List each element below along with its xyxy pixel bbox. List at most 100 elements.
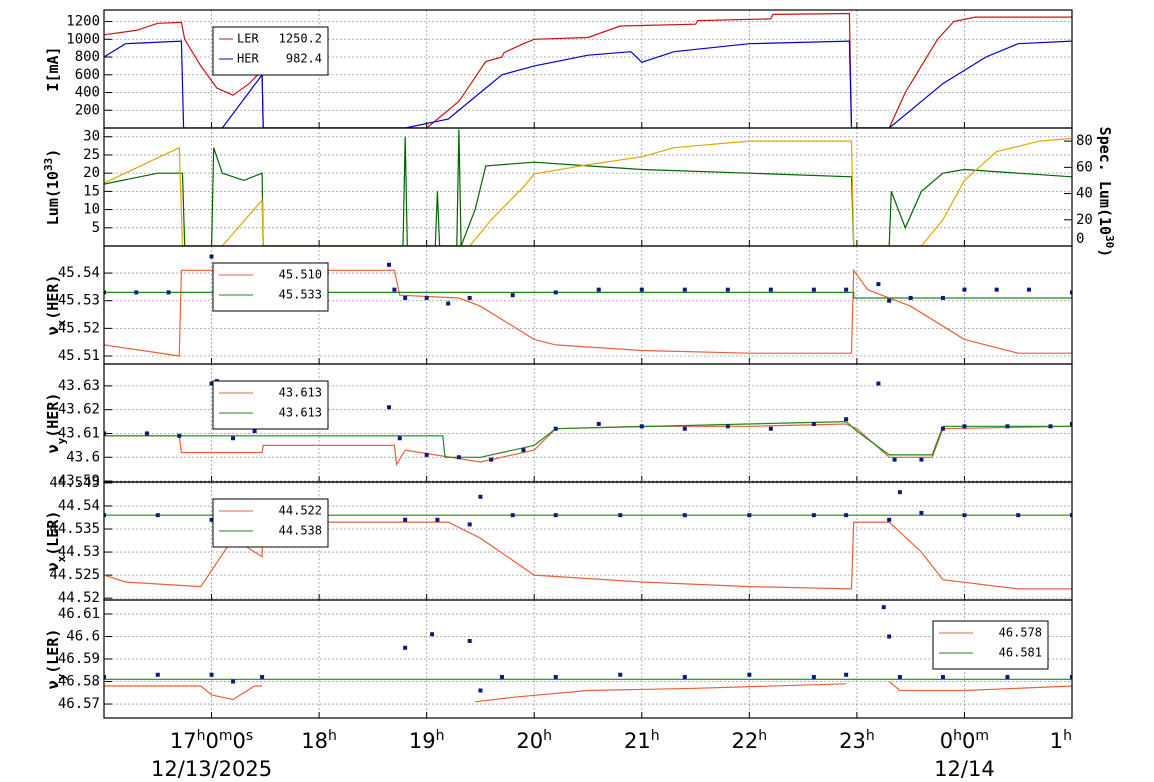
label-part: (LER) [44,629,62,674]
tick-label-part: 18 [301,729,328,753]
legend-value: 1250.2 [279,32,322,46]
y-tick-label: 43.63 [58,378,100,394]
y-tick-label: 44.535 [49,521,100,537]
label-part: y [55,673,68,680]
tick-label-part: m [219,728,233,744]
plot-area [104,605,1072,703]
tick-label-part: h [866,728,875,744]
tick-label-part: 0 [940,729,953,753]
marker [104,513,106,518]
marker [392,287,397,292]
marker [403,517,408,522]
series-line [104,40,1072,128]
marker [682,513,687,518]
y2-tick-label: 0 [1076,231,1084,247]
marker [596,287,601,292]
marker [521,448,526,453]
marker [231,436,236,441]
marker [1070,513,1072,518]
marker [892,457,897,462]
marker [639,287,644,292]
label-part: ν [44,680,62,689]
series-line [104,521,1072,590]
tick-label-part: h [197,728,206,744]
marker [177,433,182,438]
y-tick-label: 43.6 [66,449,100,465]
marker [134,290,139,295]
series-line [104,420,1072,458]
marker [209,517,214,522]
label-part: ν [44,326,62,335]
tick-label-part: h [651,728,660,744]
marker [403,645,408,650]
tick-label-part: h [1063,728,1072,744]
marker [145,431,150,436]
axis-label: Lum(1033) [42,149,63,225]
y2-tick-label: 20 [1076,212,1093,228]
marker [725,287,730,292]
marker [919,510,924,515]
x-tick-label: 22h [732,728,768,753]
marker [387,262,392,267]
marker [104,290,106,295]
tick-label-part: 0 [206,729,219,753]
marker [639,424,644,429]
marker [467,638,472,643]
marker [446,301,451,306]
label-part: Spec. Lum(10 [1096,127,1114,235]
marker [1005,675,1010,680]
axis-label: νx(LER) [44,511,68,572]
tick-label-part: 20 [516,729,543,753]
y-tick-label: 45.54 [58,265,100,281]
marker [467,295,472,300]
axis-label: νx(HER) [44,275,68,336]
marker [553,513,558,518]
legend-label: LER [237,32,259,46]
x-tick-label: 19h [409,728,445,753]
marker [908,295,913,300]
marker [1026,287,1031,292]
legend-label: 43.613 [279,406,322,420]
marker [397,436,402,441]
marker [811,513,816,518]
marker [456,455,461,460]
marker [231,679,236,684]
marker [1070,421,1072,426]
marker [553,675,558,680]
marker [424,295,429,300]
marker [209,381,214,386]
marker [499,675,504,680]
series-line [104,12,1072,128]
tick-label-part: h [436,728,445,744]
y2-tick-label: 60 [1076,159,1093,175]
series-line [104,137,1072,246]
axis-label: I[mA] [44,46,62,91]
y2-tick-label: 40 [1076,186,1093,202]
marker [403,295,408,300]
x-tick-label: 20h [516,728,552,753]
marker [897,675,902,680]
marker [1070,675,1072,680]
y-tick-label: 43.62 [58,402,100,418]
tick-label-part: 23 [839,729,866,753]
panel-frame [103,599,1073,719]
label-part: (LER) [44,511,62,556]
legend-label: 46.578 [999,626,1042,640]
marker [387,405,392,410]
y-tick-label: 43.61 [58,425,100,441]
label-part: y [55,437,68,444]
y-tick-label: 46.58 [58,674,100,690]
label-part: x [55,319,68,326]
marker [682,675,687,680]
marker [811,287,816,292]
legend-box [932,620,1049,670]
tick-label-part: 0 [962,729,975,753]
label-part: ν [44,562,62,571]
marker [1048,424,1053,429]
marker [811,675,816,680]
y-tick-label: 46.59 [58,651,100,667]
marker [747,513,752,518]
y-tick-label: 46.57 [58,696,100,712]
y-tick-label: 45.51 [58,348,100,364]
